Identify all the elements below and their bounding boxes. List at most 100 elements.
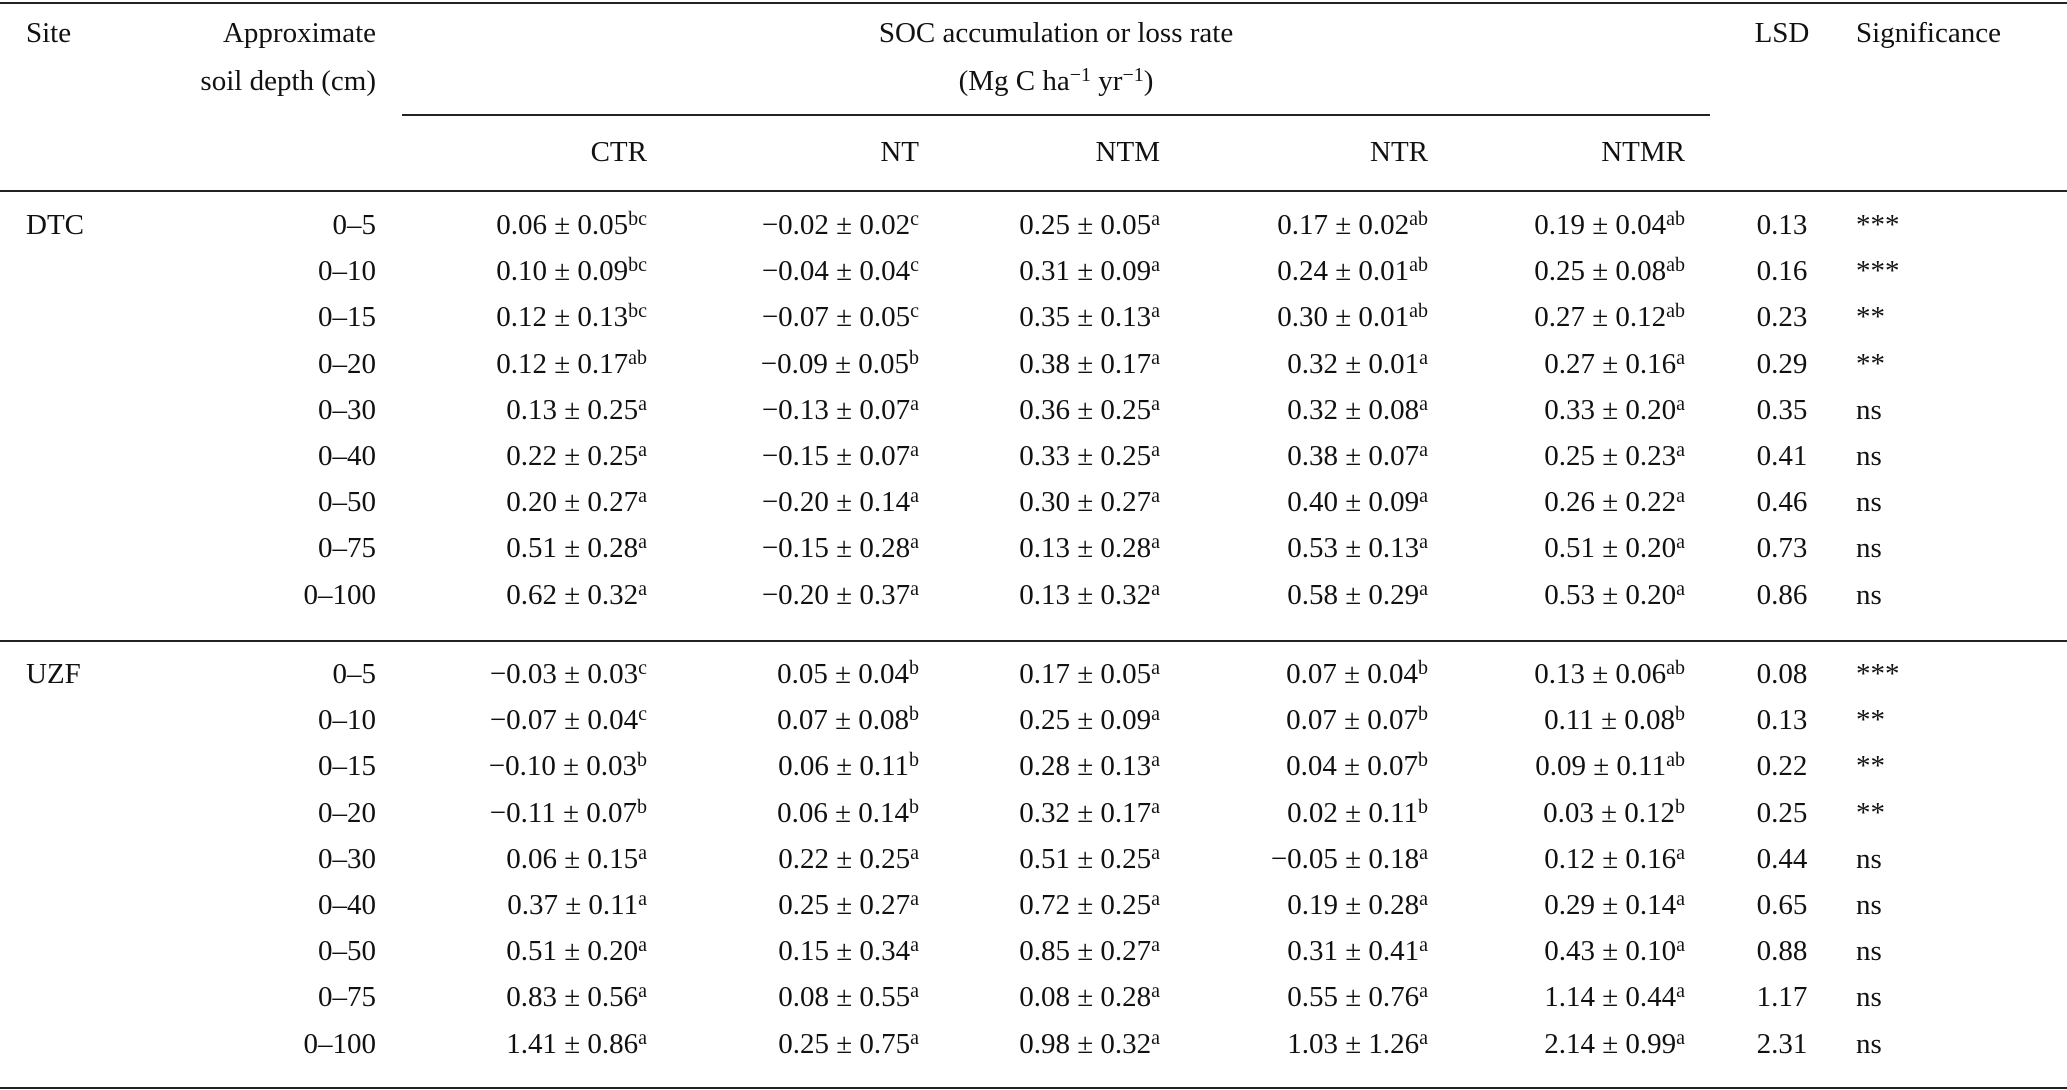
rate-cell: 0.35 ± 0.13a [1019, 300, 1160, 334]
letter-group: a [910, 485, 919, 508]
letter-group: ab [1409, 300, 1428, 323]
depth: 0–10 [318, 704, 376, 737]
letter-group: c [910, 300, 919, 323]
rate-value: 0.19 ± 0.28 [1287, 889, 1420, 921]
lsd: 0.44 [1756, 842, 1808, 875]
rate-value: 0.12 ± 0.17 [496, 347, 629, 380]
significance: ** [1856, 750, 1885, 783]
rate-cell: 0.51 ± 0.20a [1544, 531, 1685, 565]
rate-value: 0.04 ± 0.07 [1286, 750, 1418, 783]
rate-value: 0.62 ± 0.32 [506, 578, 639, 611]
depth: 0–30 [318, 842, 376, 875]
rate-cell: 0.10 ± 0.09bc [496, 254, 647, 288]
letter-group: a [910, 577, 919, 600]
rate-value: 0.10 ± 0.09 [496, 255, 629, 288]
rate-cell: 0.38 ± 0.07a [1287, 439, 1428, 473]
rate-value: 0.43 ± 0.10 [1544, 935, 1677, 968]
unit-text: yr [1098, 65, 1123, 97]
rate-value: 0.13 ± 0.28 [1019, 532, 1152, 565]
rate-cell: 0.08 ± 0.28a [1019, 980, 1160, 1014]
depth-header: soil depth (cm) [200, 65, 376, 97]
rate-cell: 0.36 ± 0.25a [1019, 393, 1160, 427]
rate-value: −0.07 ± 0.04 [489, 704, 639, 737]
rate-cell: −0.05 ± 0.18a [1271, 842, 1428, 876]
rate-value: 0.22 ± 0.25 [506, 440, 639, 472]
letter-group: a [910, 934, 919, 957]
depth: 0–20 [318, 796, 376, 829]
rate-value: 0.32 ± 0.08 [1287, 393, 1420, 426]
rate-cell: 0.19 ± 0.28a [1287, 888, 1428, 922]
rate-value: 0.51 ± 0.28 [506, 532, 639, 565]
rate-cell: 0.13 ± 0.25a [506, 393, 647, 427]
lsd: 0.16 [1756, 255, 1808, 288]
significance: *** [1856, 255, 1900, 288]
rate-cell: 1.41 ± 0.86a [506, 1027, 647, 1061]
lsd: 0.08 [1756, 658, 1808, 690]
rate-cell: −0.07 ± 0.05c [762, 300, 919, 334]
rate-value: 0.15 ± 0.34 [778, 935, 911, 968]
unit-text: (Mg C ha [958, 65, 1070, 97]
rate-cell: 0.37 ± 0.11a [507, 888, 647, 922]
letter-group: a [1151, 657, 1160, 679]
letter-group: b [909, 703, 919, 726]
rate-value: 0.08 ± 0.28 [1019, 981, 1152, 1014]
rate-cell: 0.17 ± 0.02ab [1277, 208, 1428, 242]
letter-group: a [638, 439, 647, 461]
letter-group: a [1151, 888, 1160, 910]
letter-group: a [910, 531, 919, 554]
letter-group: a [1676, 439, 1685, 461]
letter-group: ab [1666, 657, 1685, 679]
letter-group: a [1151, 485, 1160, 508]
rate-cell: 0.17 ± 0.05a [1019, 657, 1160, 691]
letter-group: a [638, 934, 647, 957]
letter-group: a [1151, 1026, 1160, 1049]
depth: 0–75 [318, 981, 376, 1014]
treatment-header: NT [880, 136, 919, 168]
header-rule [0, 190, 2067, 192]
rate-value: 0.08 ± 0.55 [778, 981, 911, 1014]
rate-cell: −0.03 ± 0.03c [490, 657, 647, 691]
rate-cell: −0.20 ± 0.37a [762, 578, 919, 612]
depth: 0–50 [318, 935, 376, 968]
rate-value: 0.06 ± 0.14 [777, 796, 909, 829]
unit-exp: −1 [1069, 64, 1092, 86]
rate-cell: −0.15 ± 0.28a [762, 531, 919, 565]
rate-value: 0.25 ± 0.09 [1019, 704, 1152, 737]
letter-group: a [1151, 795, 1160, 818]
lsd: 0.35 [1756, 393, 1808, 426]
rate-cell: 2.14 ± 0.99a [1544, 1027, 1685, 1061]
rate-value: 0.51 ± 0.25 [1019, 842, 1152, 875]
rate-cell: −0.02 ± 0.02c [762, 208, 919, 242]
rate-value: 0.32 ± 0.17 [1019, 796, 1152, 829]
rate-cell: 0.98 ± 0.32a [1019, 1027, 1160, 1061]
letter-group: a [1151, 934, 1160, 957]
rate-value: 0.02 ± 0.11 [1287, 796, 1418, 829]
rate-cell: 0.30 ± 0.01ab [1277, 300, 1428, 334]
rate-cell: 0.20 ± 0.27a [506, 485, 647, 519]
depth: 0–50 [318, 486, 376, 519]
rate-value: 0.07 ± 0.08 [777, 704, 909, 737]
rate-cell: 0.12 ± 0.13bc [496, 300, 647, 334]
significance: ** [1856, 301, 1885, 334]
rate-value: −0.11 ± 0.07 [489, 796, 637, 829]
letter-group: a [1151, 300, 1160, 323]
lsd: 0.22 [1756, 750, 1808, 783]
treatment-header: NTM [1095, 136, 1160, 168]
rate-cell: 0.12 ± 0.17ab [496, 347, 647, 381]
significance: ns [1856, 486, 1882, 519]
letter-group: ab [1666, 254, 1685, 277]
rate-value: 0.26 ± 0.22 [1544, 486, 1677, 519]
rate-cell: 1.03 ± 1.26a [1287, 1027, 1428, 1061]
rate-cell: 0.15 ± 0.34a [778, 934, 919, 968]
rate-cell: 0.43 ± 0.10a [1544, 934, 1685, 968]
rate-cell: 0.13 ± 0.28a [1019, 531, 1160, 565]
lsd: 1.17 [1756, 981, 1808, 1014]
rate-value: 0.13 ± 0.25 [506, 393, 639, 426]
rate-cell: −0.15 ± 0.07a [762, 439, 919, 473]
depth: 0–5 [332, 209, 377, 241]
rate-value: −0.05 ± 0.18 [1270, 842, 1420, 875]
letter-group: a [1151, 392, 1160, 415]
letter-group: a [1151, 841, 1160, 864]
rate-value: 0.32 ± 0.01 [1287, 347, 1420, 380]
